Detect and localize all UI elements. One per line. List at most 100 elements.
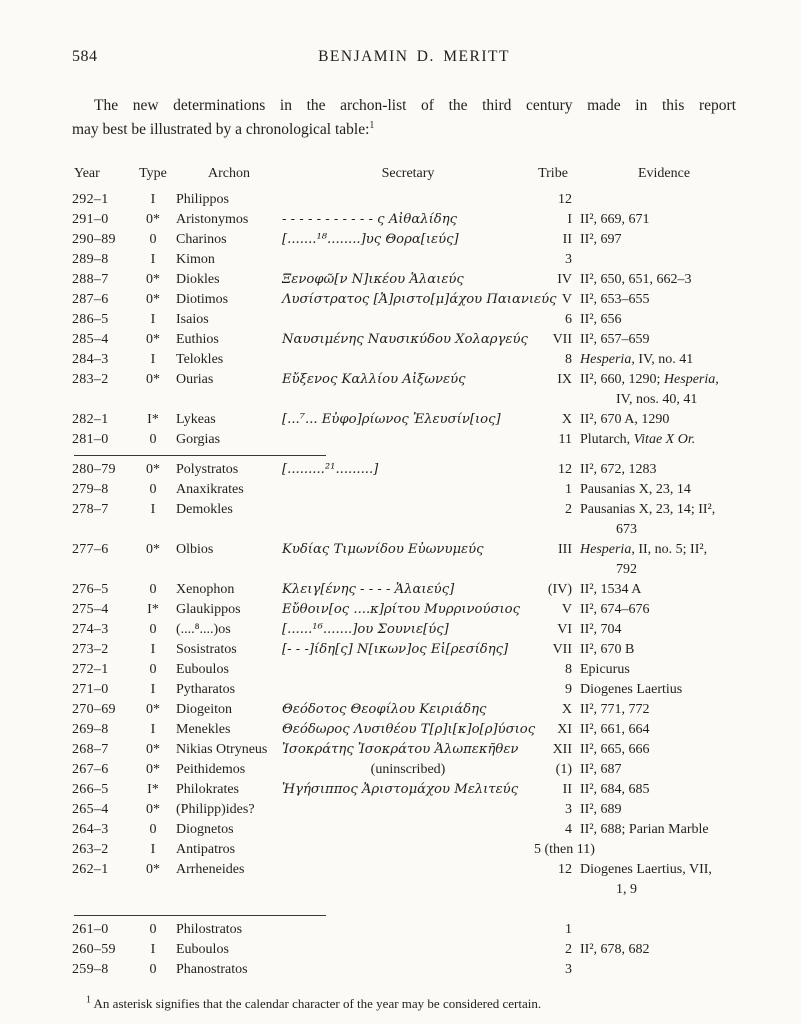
tribe-cell: III [558,542,572,557]
evidence-line: Pausanias X, 23, 14 [580,480,756,500]
archon-cell: Diotimos [176,292,229,307]
table-row: 272–1 0 Euboulos 8 Epicurus [72,660,756,680]
type-cell: I [150,722,156,737]
evidence-text: II², 684, 685 [580,782,650,797]
type-cell: 0 [149,622,157,637]
intro-line-1: The new determinations in the archon-lis… [94,97,736,114]
evidence-text: II², 670 B [580,642,635,657]
type-cell: I [150,682,156,697]
evidence-cell: II², 672, 1283 [572,460,756,480]
year-cell: 287–6 [72,292,109,307]
archon-cell: Demokles [176,502,233,517]
archon-cell: Olbios [176,542,214,557]
year-cell: 281–0 [72,432,109,447]
secretary-cell: [- - -]ίδη[ς] Ν[ικων]ος Εἰ[ρεσίδης] [282,642,509,657]
table-header-row: Year Type Archon Secretary Tribe Evidenc… [72,164,756,184]
evidence-text: Vitae X Or. [633,432,696,447]
evidence-cell: II², 670 B [572,640,756,660]
evidence-line: II², 1534 A [580,580,756,600]
evidence-text: Hesperia, [663,372,719,387]
tribe-cell: V [561,602,572,617]
secretary-cell: Κλειγ[ένης - - - - Ἁλαιεύς] [282,582,455,597]
evidence-text: Epicurus [580,662,630,677]
table-row: 288–7 0* Diokles Ξενοφῶ[ν Ν]ικέου Ἁλαιεύς IV… [72,270,756,290]
evidence-line: II², 684, 685 [580,780,756,800]
running-head: BENJAMIN D. MERITT [318,48,510,65]
evidence-cell: II², 687 [572,760,756,780]
type-cell: I [150,502,156,517]
archon-cell: Polystratos [176,462,239,477]
archon-cell: Sosistratos [176,642,237,657]
type-cell: 0 [149,662,157,677]
column-header-archon: Archon [208,166,250,181]
year-cell: 290–89 [72,232,116,247]
table-row: 261–0 0 Philostratos 1 [72,920,756,940]
year-cell: 283–2 [72,372,109,387]
table-row: 290–89 0 Charinos [.......¹⁸........]υς Θορ… [72,230,756,250]
evidence-line: II², 697 [580,230,756,250]
archon-cell: Phanostratos [176,962,248,977]
table-row: 273–2 I Sosistratos [- - -]ίδη[ς] Ν[ικων]ος… [72,640,756,660]
year-cell: 275–4 [72,602,109,617]
archon-cell: Pytharatos [176,682,236,697]
secretary-cell: Ἰσοκράτης Ἰσοκράτου Ἀλωπεκῆθεν [282,742,519,757]
year-cell: 263–2 [72,842,109,857]
year-cell: 292–1 [72,192,109,207]
evidence-text: Hesperia [580,352,632,367]
tribe-cell: 3 [565,802,572,817]
evidence-cell: Diogenes Laertius, VII, 1, 9 [572,860,756,900]
tribe-cell: XI [557,722,572,737]
tribe-cell: 12 [558,862,572,877]
page-header: 584 BENJAMIN D. MERITT [72,48,756,70]
type-cell: 0* [146,542,160,557]
type-cell: 0 [149,962,157,977]
evidence-line: II², 672, 1283 [580,460,756,480]
year-cell: 268–7 [72,742,109,757]
table-row: 266–5 I* Philokrates Ἡγήσιππος Ἀριστομάχου … [72,780,756,800]
type-cell: I* [147,412,159,427]
evidence-cell: II², 697 [572,230,756,250]
footnote-marker: 1 [86,994,91,1006]
archon-cell: Ourias [176,372,214,387]
column-header-secretary: Secretary [381,166,435,181]
table-row: 291–0 0* Aristonymos - - - - - - - - - - - … [72,210,756,230]
section-divider [74,455,326,456]
secretary-cell: [.......¹⁸........]υς Θορα[ιεύς] [282,232,459,247]
table-row: 284–3 I Telokles 8 Hesperia, IV, no. 41 [72,350,756,370]
table-row: 260–59 I Euboulos 2 II², 678, 682 [72,940,756,960]
evidence-cell: II², 669, 671 [572,210,756,230]
type-cell: I [150,352,156,367]
archon-cell: Telokles [176,352,224,367]
type-cell: 0 [149,482,157,497]
evidence-cell: II², 650, 651, 662–3 [572,270,756,290]
table-row: 263–2 I Antipatros 5 (then 11) [72,840,756,860]
year-cell: 271–0 [72,682,109,697]
evidence-line: II², 704 [580,620,756,640]
evidence-line: II², 689 [580,800,756,820]
archon-cell: Glaukippos [176,602,241,617]
archon-cell: Charinos [176,232,227,247]
secretary-cell: [.........²¹.........] [282,462,379,477]
evidence-line: Hesperia, IV, no. 41 [580,350,756,370]
evidence-line: II², 669, 671 [580,210,756,230]
table-row: 265–4 0* (Philipp)ides? 3 II², 689 [72,800,756,820]
column-header-type: Type [139,166,167,181]
section-divider [74,915,326,916]
intro-line-2: may best be illustrated by a chronologic… [72,118,736,142]
archon-cell: Lykeas [176,412,216,427]
evidence-text: Pausanias X, 23, 14; II², [580,502,716,517]
archon-cell: Peithidemos [176,762,246,777]
archon-cell: Philokrates [176,782,239,797]
table-row: 279–8 0 Anaxikrates 1 Pausanias X, 23, 14 [72,480,756,500]
type-cell: 0* [146,702,160,717]
type-cell: 0 [149,432,157,447]
evidence-text: II², 687 [580,762,622,777]
secretary-cell: [......¹⁶.......]ου Σουνιε[ύς] [282,622,449,637]
type-cell: 0 [149,822,157,837]
evidence-cell: Hesperia, IV, no. 41 [572,350,756,370]
tribe-cell: (1) [555,762,572,777]
year-cell: 280–79 [72,462,116,477]
evidence-line: Diogenes Laertius [580,680,756,700]
archon-cell: Diognetos [176,822,234,837]
